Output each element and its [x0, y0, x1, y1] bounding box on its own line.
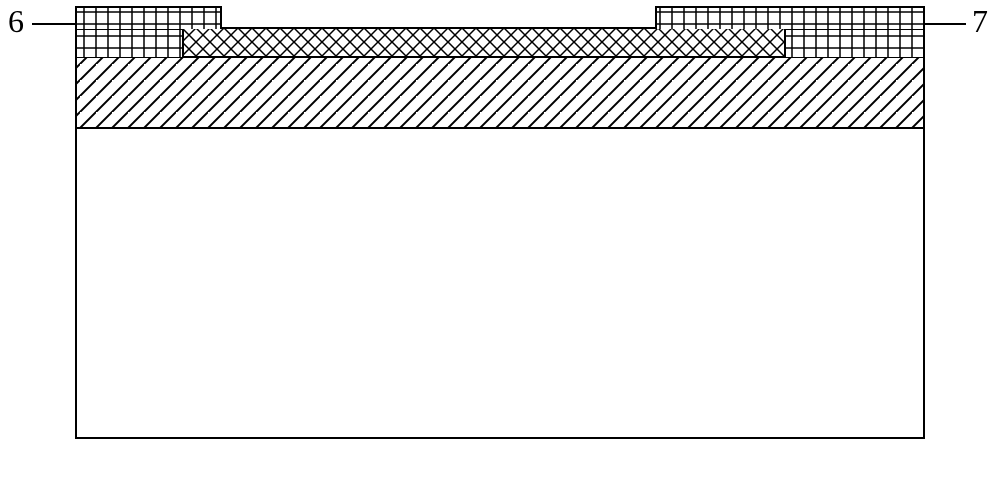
grid-region-upper-left [76, 7, 221, 29]
grid-region-lower-left [76, 29, 183, 57]
grid-region-lower-right [785, 29, 924, 57]
callout-text-6: 6 [8, 3, 24, 39]
hatched-layer [76, 57, 924, 128]
substrate-layer [76, 128, 924, 438]
cross-section-diagram [0, 0, 1000, 501]
callout-text-7: 7 [972, 3, 988, 39]
callout-label-7: 7 [972, 3, 988, 40]
crosshatch-layer [183, 28, 785, 57]
callout-label-6: 6 [8, 3, 24, 40]
grid-region-upper-right [656, 7, 924, 29]
